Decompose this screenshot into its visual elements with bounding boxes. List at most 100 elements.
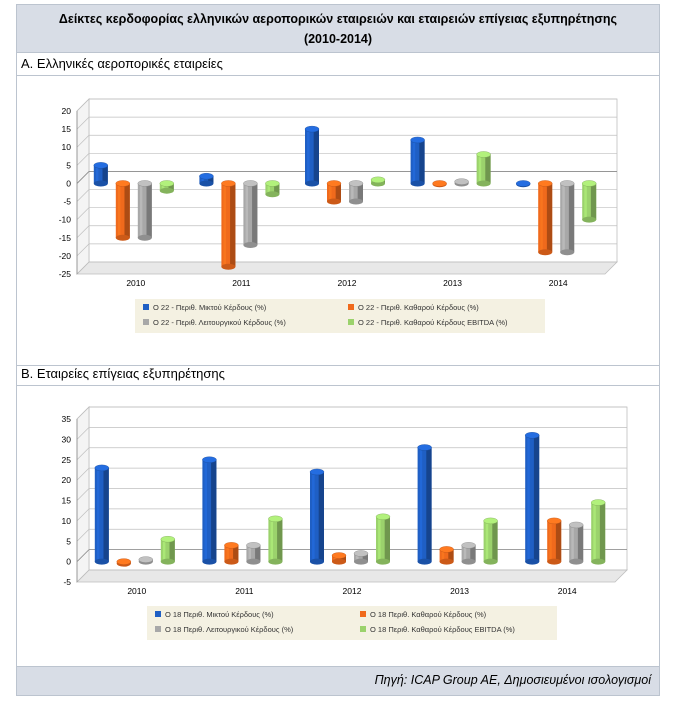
- chart-a-y-tick-label: 5: [66, 160, 71, 170]
- chart-a-y-tick-label: 10: [62, 142, 72, 152]
- chart-b-bar-2012-series-1: [309, 468, 325, 565]
- chart-b-bar-2011-series-2: [224, 542, 239, 565]
- chart-b-legend-box: [147, 606, 557, 640]
- title-bar: Δείκτες κερδοφορίας ελληνικών αεροπορικώ…: [17, 5, 659, 53]
- chart-a-x-tick-label: 2014: [549, 278, 568, 288]
- chart-b-bar-2014-series-2: [547, 517, 562, 565]
- chart-a-bar-2011-series-4: [265, 180, 280, 198]
- chart-a-bar-2012-series-1: [304, 125, 320, 187]
- chart-b-bar-2010-series-1: [94, 464, 110, 565]
- chart-a-side-wall: [76, 98, 90, 275]
- chart-a-gridline-depth: [76, 153, 90, 166]
- chart-b-gridline-depth: [76, 447, 90, 460]
- chart-a-bar-2013-series-1: [410, 136, 425, 187]
- chart-a-bar-2014-series-1: [516, 180, 531, 188]
- chart-a-x-tick-label: 2011: [232, 278, 251, 288]
- chart-a-gridline-depth: [76, 225, 90, 239]
- chart-b-bar-2013-series-4: [483, 517, 498, 565]
- chart-a-gridline-depth: [76, 243, 90, 257]
- chart-b-bar-2012-series-2: [331, 552, 347, 565]
- chart-b-gridline-depth: [76, 529, 90, 542]
- chart-a-bar-2012-series-4: [370, 176, 386, 187]
- chart-a-y-tick-label: -10: [59, 215, 72, 225]
- chart-a-bar-2014-series-2: [538, 180, 553, 256]
- chart-a-bar-2013-series-4: [476, 151, 491, 187]
- chart-a-zero-depth: [76, 171, 90, 184]
- chart-a-bar-2013-series-3: [454, 178, 469, 187]
- chart-b-legend-swatch-1: [155, 611, 161, 617]
- chart-b-legend-swatch-4: [360, 626, 366, 632]
- chart-a-bar-2010-series-1: [93, 162, 109, 187]
- chart-b-y-tick-label: 15: [62, 496, 72, 506]
- chart-b-y-tick-label: -5: [63, 577, 71, 587]
- chart-b-x-tick-label: 2011: [235, 586, 254, 596]
- chart-a-bar-2013-series-2: [432, 180, 447, 188]
- source-note: Πηγή: ICAP Group AE, Δημοσιευμένοι ισολο…: [374, 673, 651, 687]
- chart-a-gridline-depth: [76, 207, 90, 220]
- section-a-divider: [17, 75, 659, 76]
- chart-b-bar-2014-series-4: [591, 499, 606, 565]
- chart-a-bar-2011-series-1: [199, 172, 214, 187]
- chart-a-legend-box: [135, 299, 545, 333]
- chart-a-y-tick-label: -15: [59, 233, 72, 243]
- chart-a-legend-label-4: Ο 22 - Περιθ. Καθαρού Κέρδους EBITDA (%): [358, 318, 508, 327]
- chart-b-legend-swatch-3: [155, 626, 161, 632]
- chart-b-x-tick-label: 2014: [558, 586, 577, 596]
- chart-b-gridline-depth: [76, 569, 90, 583]
- chart-a-bar-2010-series-4: [159, 180, 175, 194]
- page-subtitle: (2010-2014): [303, 32, 373, 46]
- report-frame: Δείκτες κερδοφορίας ελληνικών αεροπορικώ…: [16, 4, 660, 696]
- chart-b-bar-2011-series-4: [268, 515, 283, 565]
- chart-a-legend-swatch-3: [143, 319, 149, 325]
- section-b-label: Β. Εταιρείες επίγειας εξυπηρέτησης: [21, 366, 225, 381]
- chart-b-gridline-depth: [76, 508, 90, 522]
- chart-b-y-tick-label: 10: [62, 516, 72, 526]
- chart-b-bar-2011-series-3: [246, 542, 261, 565]
- chart-a-bar-2014-series-3: [560, 180, 575, 256]
- chart-airlines: -25 -20 -15 -10 -5 0 5 10 15 20 2010 2011 2012 2013 20…: [59, 98, 618, 333]
- chart-b-bar-2010-series-4: [160, 536, 176, 565]
- chart-a-y-tick-label: 20: [62, 106, 72, 116]
- chart-a-legend-label-2: Ο 22 - Περιθ. Καθαρού Κέρδους (%): [358, 303, 479, 312]
- chart-b-y-tick-label: 20: [62, 475, 72, 485]
- chart-b-bar-2013-series-1: [417, 444, 432, 565]
- chart-a-bar-2011-series-3: [243, 180, 258, 249]
- chart-b-bar-2013-series-3: [461, 542, 476, 565]
- chart-b-x-tick-label: 2010: [127, 586, 146, 596]
- chart-a-legend-label-3: Ο 22 - Περιθ. Λειτουργικού Κέρδους (%): [153, 318, 286, 327]
- chart-a-bar-2010-series-2: [115, 180, 131, 241]
- source-bar: Πηγή: ICAP Group AE, Δημοσιευμένοι ισολο…: [17, 666, 659, 695]
- chart-b-zero-depth: [76, 549, 90, 562]
- page-title: Δείκτες κερδοφορίας ελληνικών αεροπορικώ…: [58, 12, 618, 26]
- chart-a-x-tick-label: 2013: [443, 278, 462, 288]
- chart-a-gridline-depth: [76, 189, 90, 202]
- chart-a-y-tick-label: -25: [59, 269, 72, 279]
- chart-b-bar-2014-series-1: [525, 432, 540, 565]
- chart-a-bar-2014-series-4: [582, 180, 597, 223]
- chart-b-bar-2012-series-4: [375, 513, 391, 565]
- chart-a-legend-swatch-2: [348, 304, 354, 310]
- chart-b-gridline-depth: [76, 406, 90, 420]
- chart-a-gridline-depth: [76, 134, 90, 148]
- chart-a-bar-2012-series-3: [348, 180, 364, 205]
- chart-a-gridline-depth: [76, 98, 90, 112]
- chart-b-floor: [76, 569, 628, 583]
- chart-a-x-tick-label: 2012: [338, 278, 357, 288]
- chart-b-bar-2013-series-2: [439, 546, 454, 565]
- chart-b-legend-label-1: Ο 18 Περιθ. Μικτού Κέρδους (%): [165, 610, 274, 619]
- chart-b-legend-label-2: Ο 18 Περιθ. Καθαρού Κέρδους (%): [370, 610, 487, 619]
- chart-b-y-tick-label: 0: [66, 557, 71, 567]
- section-a-label: Α. Ελληνικές αεροπορικές εταιρείες: [21, 56, 223, 71]
- chart-a-x-tick-label: 2010: [126, 278, 145, 288]
- section-b-divider: [17, 385, 659, 386]
- chart-a-legend-swatch-4: [348, 319, 354, 325]
- chart-a-floor: [76, 261, 618, 275]
- chart-a-bar-2012-series-2: [326, 180, 342, 205]
- chart-b-gridline-depth: [76, 467, 90, 481]
- chart-a-y-tick-label: -20: [59, 251, 72, 261]
- chart-a-gridline-depth: [76, 116, 90, 130]
- chart-b-legend-swatch-2: [360, 611, 366, 617]
- chart-b-bar-2010-series-2: [116, 558, 132, 567]
- chart-b-gridline-depth: [76, 427, 90, 440]
